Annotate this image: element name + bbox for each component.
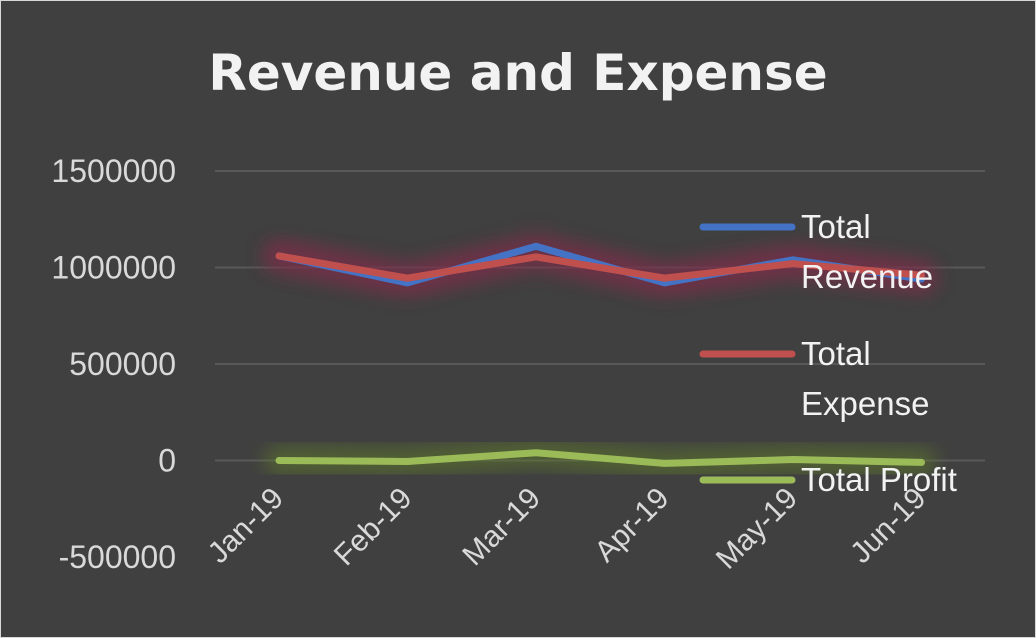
y-tick-label: 1500000 bbox=[51, 153, 176, 189]
chart-title: Revenue and Expense bbox=[208, 44, 828, 102]
series-line-total-profit bbox=[275, 449, 925, 467]
series-line-total-expense bbox=[275, 252, 925, 282]
y-tick-label: 500000 bbox=[69, 346, 176, 382]
y-tick-label: 1000000 bbox=[51, 250, 176, 286]
x-tick-label: Jan-19 bbox=[202, 482, 290, 570]
legend-label: Total Profit bbox=[801, 461, 957, 498]
legend-label: Revenue bbox=[801, 258, 933, 295]
legend-label: Expense bbox=[801, 385, 929, 422]
legend-label: Total bbox=[801, 335, 871, 372]
x-tick-label: Feb-19 bbox=[328, 482, 419, 573]
legend-label: Total bbox=[801, 208, 871, 245]
y-tick-label: 0 bbox=[158, 443, 176, 479]
x-tick-label: Mar-19 bbox=[456, 482, 547, 573]
x-tick-label: May-19 bbox=[710, 482, 804, 576]
x-tick-label: Apr-19 bbox=[588, 482, 675, 569]
y-tick-label: -500000 bbox=[59, 539, 176, 575]
